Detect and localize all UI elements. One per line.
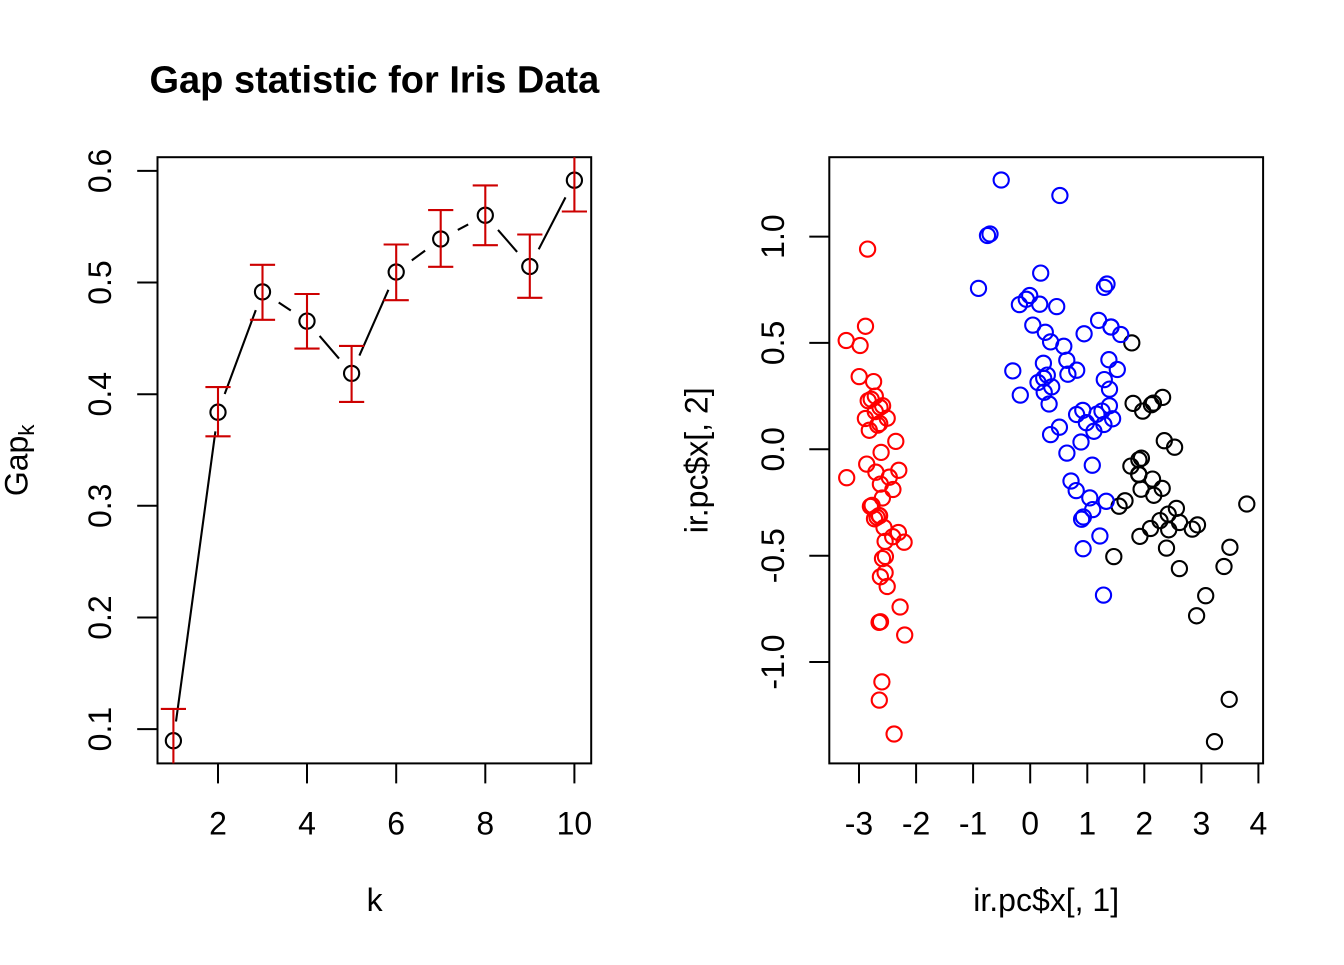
svg-text:ir.pc$x[, 2]: ir.pc$x[, 2] <box>679 387 715 533</box>
svg-text:2: 2 <box>1135 806 1153 842</box>
svg-text:4: 4 <box>1250 806 1268 842</box>
svg-text:ir.pc$x[, 1]: ir.pc$x[, 1] <box>973 882 1119 918</box>
svg-text:6: 6 <box>387 805 405 841</box>
svg-text:-2: -2 <box>902 806 930 842</box>
svg-text:-3: -3 <box>845 806 873 842</box>
svg-text:1.0: 1.0 <box>755 214 791 258</box>
svg-text:1: 1 <box>1078 806 1096 842</box>
svg-text:0.6: 0.6 <box>82 149 118 193</box>
svg-text:-1: -1 <box>959 806 987 842</box>
svg-text:0.5: 0.5 <box>82 260 118 304</box>
svg-text:0.3: 0.3 <box>82 484 118 528</box>
svg-text:0.1: 0.1 <box>82 707 118 751</box>
svg-text:0.5: 0.5 <box>755 321 791 365</box>
svg-text:Gapk: Gapk <box>0 424 39 496</box>
svg-text:0.4: 0.4 <box>82 372 118 416</box>
svg-text:0.0: 0.0 <box>755 427 791 471</box>
svg-text:3: 3 <box>1193 806 1211 842</box>
svg-text:Gap statistic for Iris Data: Gap statistic for Iris Data <box>149 60 600 102</box>
svg-text:4: 4 <box>298 805 316 841</box>
svg-text:10: 10 <box>557 805 593 841</box>
svg-text:8: 8 <box>476 805 494 841</box>
svg-text:0.2: 0.2 <box>82 595 118 639</box>
svg-text:0: 0 <box>1021 806 1039 842</box>
svg-text:-1.0: -1.0 <box>755 634 791 689</box>
svg-text:2: 2 <box>209 805 227 841</box>
svg-text:k: k <box>367 882 384 918</box>
svg-text:-0.5: -0.5 <box>755 528 791 583</box>
